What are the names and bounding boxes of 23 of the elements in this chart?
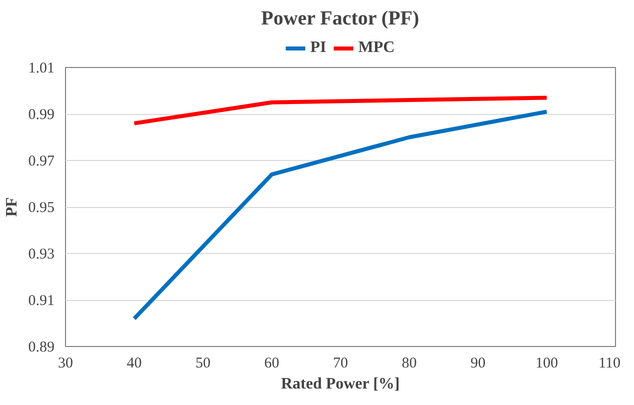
x-tick-label: 100 xyxy=(536,356,558,372)
y-tick-label: 1.01 xyxy=(28,60,54,76)
y-axis-title: PF xyxy=(3,197,20,217)
y-tick-label: 0.99 xyxy=(28,107,54,123)
x-axis-title: Rated Power [%] xyxy=(280,376,400,392)
y-tick-label: 0.97 xyxy=(28,154,55,170)
line-series xyxy=(132,110,549,321)
legend-label: MPC xyxy=(358,39,395,57)
x-tick-label: 90 xyxy=(470,356,486,372)
y-tick-label: 0.91 xyxy=(28,293,54,309)
chart-title: Power Factor (PF) xyxy=(261,8,420,30)
x-tick-label: 40 xyxy=(126,356,142,372)
x-tick-label: 110 xyxy=(598,356,621,372)
legend-label: PI xyxy=(310,39,328,57)
x-tick-label: 70 xyxy=(333,356,348,372)
x-tick-label: 50 xyxy=(196,356,210,372)
y-tick-label: 0.93 xyxy=(28,246,54,262)
x-tick-label: 60 xyxy=(264,356,280,372)
y-tick-label: 0.95 xyxy=(28,200,54,216)
y-tick-label: 0.89 xyxy=(28,340,54,356)
x-tick-label: 80 xyxy=(402,356,417,372)
line-series xyxy=(132,96,549,126)
x-tick-label: 30 xyxy=(58,356,73,372)
